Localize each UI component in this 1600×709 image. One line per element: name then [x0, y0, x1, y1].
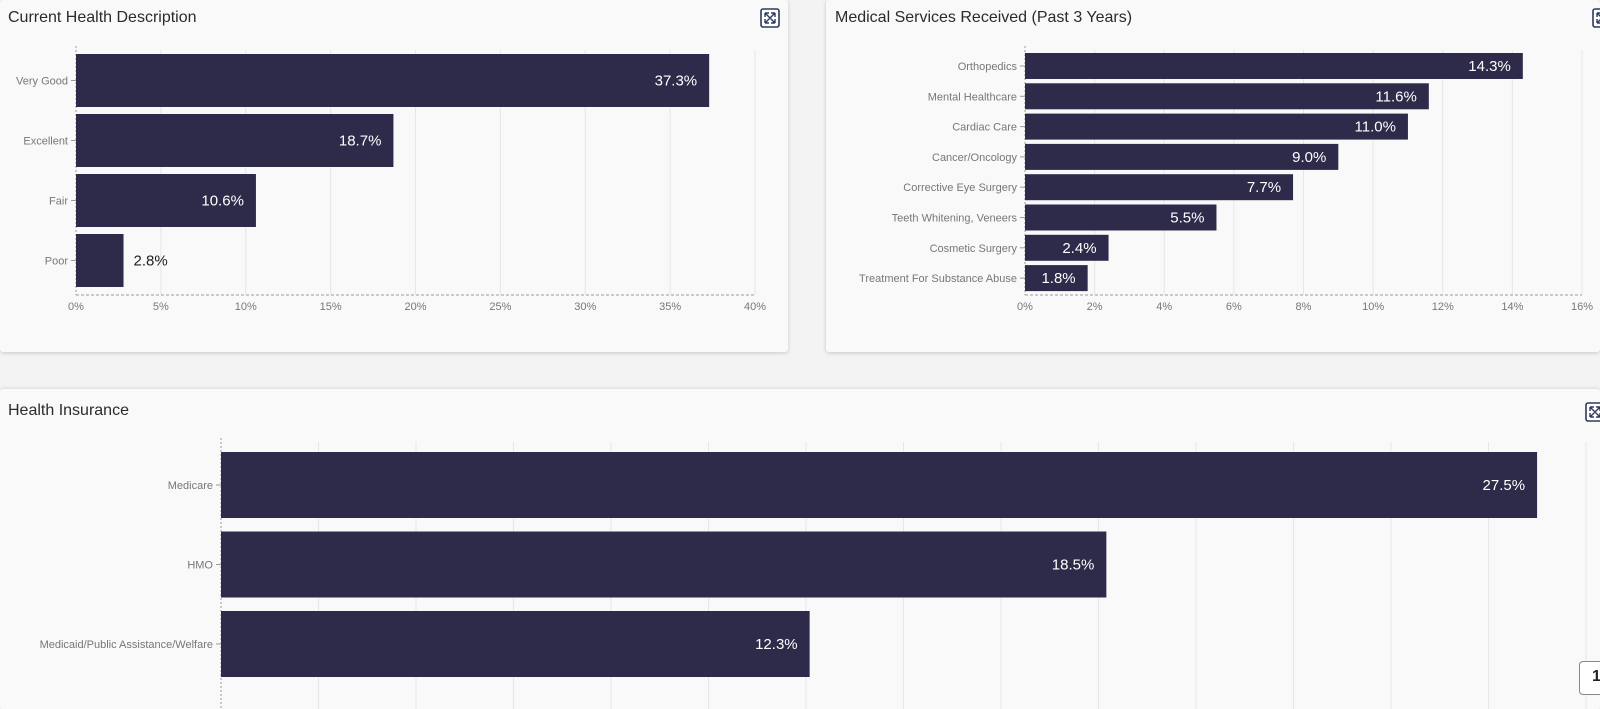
health-x-tick-label: 5%	[153, 301, 169, 313]
services-category-label: Cosmetic Surgery	[930, 243, 1018, 255]
health-x-tick-label: 30%	[574, 301, 596, 313]
current-health-card: Current Health Description Very Good 37.3…	[0, 0, 788, 352]
services-category-label: Orthopedics	[958, 61, 1018, 73]
health-x-tick-label: 20%	[404, 301, 426, 313]
services-data-label: 11.6%	[1375, 88, 1416, 105]
health-insurance-chart: Medicare 27.5% HMO 18.5% Medicaid/Public Ass…	[40, 438, 1587, 709]
services-bar[interactable]	[1025, 83, 1429, 110]
expand-icon[interactable]	[760, 8, 780, 28]
services-x-tick-label: 12%	[1432, 301, 1454, 313]
services-data-label: 11.0%	[1355, 119, 1396, 136]
services-x-tick-label: 6%	[1226, 301, 1242, 313]
health-data-label: 10.6%	[201, 193, 244, 210]
health-bar[interactable]	[76, 54, 710, 107]
services-x-tick-label: 0%	[1017, 301, 1033, 313]
insurance-data-label: 12.3%	[755, 636, 798, 653]
insurance-bar[interactable]	[221, 611, 810, 677]
services-category-label: Cancer/Oncology	[932, 152, 1017, 164]
health-category-label: Fair	[49, 196, 68, 208]
insurance-category-label: Medicaid/Public Assistance/Welfare	[40, 639, 213, 651]
services-category-label: Mental Healthcare	[928, 91, 1017, 103]
insurance-data-label: 18.5%	[1052, 557, 1095, 574]
services-x-tick-label: 2%	[1087, 301, 1103, 313]
insurance-category-label: Medicare	[168, 480, 213, 492]
current-health-title: Current Health Description	[8, 9, 197, 26]
expand-icon[interactable]	[1585, 402, 1600, 422]
health-category-label: Excellent	[23, 136, 68, 148]
health-x-tick-label: 40%	[744, 301, 766, 313]
insurance-data-label: 27.5%	[1483, 477, 1526, 494]
health-data-label: 37.3%	[655, 73, 698, 90]
health-insurance-card: Health Insurance Medicare 27.5% HMO 18.5% Me…	[0, 389, 1600, 709]
services-category-label: Treatment For Substance Abuse	[859, 273, 1017, 285]
health-bar[interactable]	[76, 114, 394, 167]
services-category-label: Teeth Whitening, Veneers	[892, 213, 1018, 225]
health-category-label: Poor	[45, 256, 69, 268]
current-health-chart: Very Good 37.3% Excellent 18.7% Fair 10.6% Poo…	[16, 46, 766, 313]
medical-services-card: Medical Services Received (Past 3 Years)…	[826, 0, 1600, 352]
health-data-label: 18.7%	[339, 133, 382, 150]
services-bar[interactable]	[1025, 174, 1294, 201]
services-x-tick-label: 10%	[1362, 301, 1384, 313]
services-bar[interactable]	[1025, 143, 1339, 170]
services-x-tick-label: 14%	[1501, 301, 1523, 313]
medical-services-chart: Orthopedics 14.3% Mental Healthcare 11.6% Ca…	[859, 46, 1593, 313]
services-x-tick-label: 8%	[1296, 301, 1312, 313]
health-insurance-title: Health Insurance	[8, 402, 129, 419]
health-x-tick-label: 25%	[489, 301, 511, 313]
services-x-tick-label: 16%	[1571, 301, 1593, 313]
insurance-category-label: HMO	[187, 560, 213, 572]
services-bar[interactable]	[1025, 234, 1109, 261]
services-category-label: Corrective Eye Surgery	[903, 182, 1017, 194]
services-bar[interactable]	[1025, 53, 1523, 79]
health-data-label: 2.8%	[134, 253, 168, 270]
services-bar[interactable]	[1025, 204, 1217, 231]
health-bar[interactable]	[76, 234, 124, 287]
services-data-label: 1.8%	[1041, 270, 1075, 287]
insurance-bar[interactable]	[221, 452, 1538, 518]
health-x-tick-label: 15%	[320, 301, 342, 313]
services-data-label: 5.5%	[1170, 210, 1204, 227]
services-data-label: 7.7%	[1247, 179, 1281, 196]
insurance-bar[interactable]	[221, 531, 1107, 598]
health-category-label: Very Good	[16, 76, 68, 88]
services-category-label: Cardiac Care	[952, 122, 1017, 134]
services-data-label: 2.4%	[1062, 240, 1096, 257]
services-bar[interactable]	[1025, 113, 1408, 140]
health-x-tick-label: 10%	[235, 301, 257, 313]
health-x-tick-label: 35%	[659, 301, 681, 313]
health-bar[interactable]	[76, 174, 256, 227]
services-x-tick-label: 4%	[1156, 301, 1172, 313]
services-data-label: 9.0%	[1292, 149, 1326, 166]
medical-services-title: Medical Services Received (Past 3 Years)	[835, 9, 1133, 26]
expand-icon[interactable]	[1592, 8, 1600, 28]
services-data-label: 14.3%	[1468, 58, 1511, 75]
health-x-tick-label: 0%	[68, 301, 84, 313]
page-badge[interactable]: 1	[1579, 661, 1600, 695]
services-bar[interactable]	[1025, 265, 1088, 292]
